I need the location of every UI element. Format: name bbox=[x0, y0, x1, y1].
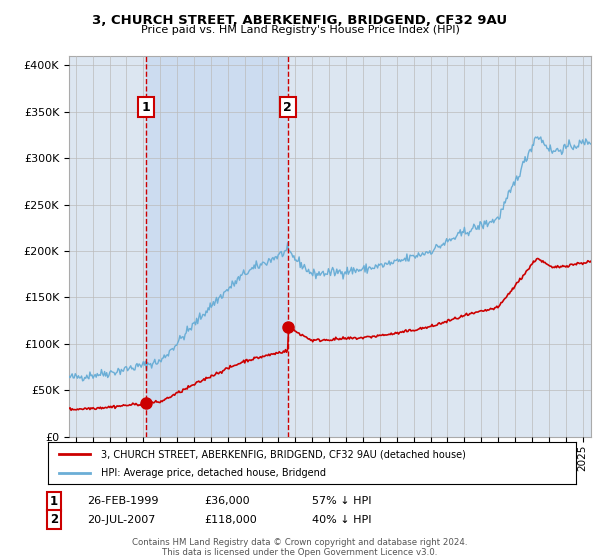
Text: 2: 2 bbox=[283, 101, 292, 114]
Text: 20-JUL-2007: 20-JUL-2007 bbox=[87, 515, 155, 525]
Text: 2: 2 bbox=[50, 513, 58, 526]
Text: 26-FEB-1999: 26-FEB-1999 bbox=[87, 496, 158, 506]
Text: Contains HM Land Registry data © Crown copyright and database right 2024.
This d: Contains HM Land Registry data © Crown c… bbox=[132, 538, 468, 557]
Text: £36,000: £36,000 bbox=[204, 496, 250, 506]
Text: HPI: Average price, detached house, Bridgend: HPI: Average price, detached house, Brid… bbox=[101, 468, 326, 478]
Text: 1: 1 bbox=[50, 494, 58, 508]
Bar bbox=[146, 56, 288, 437]
Text: 1: 1 bbox=[142, 101, 150, 114]
Text: 57% ↓ HPI: 57% ↓ HPI bbox=[312, 496, 371, 506]
Text: 40% ↓ HPI: 40% ↓ HPI bbox=[312, 515, 371, 525]
Text: 3, CHURCH STREET, ABERKENFIG, BRIDGEND, CF32 9AU: 3, CHURCH STREET, ABERKENFIG, BRIDGEND, … bbox=[92, 14, 508, 27]
Text: £118,000: £118,000 bbox=[204, 515, 257, 525]
Text: Price paid vs. HM Land Registry's House Price Index (HPI): Price paid vs. HM Land Registry's House … bbox=[140, 25, 460, 35]
Text: 3, CHURCH STREET, ABERKENFIG, BRIDGEND, CF32 9AU (detached house): 3, CHURCH STREET, ABERKENFIG, BRIDGEND, … bbox=[101, 449, 466, 459]
